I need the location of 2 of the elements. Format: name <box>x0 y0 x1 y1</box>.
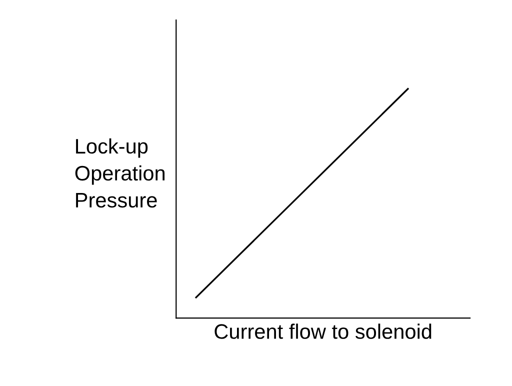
x-axis-title: Current flow to solenoid <box>214 324 432 339</box>
y-axis-title: Lock-up Operation Pressure <box>75 138 164 208</box>
